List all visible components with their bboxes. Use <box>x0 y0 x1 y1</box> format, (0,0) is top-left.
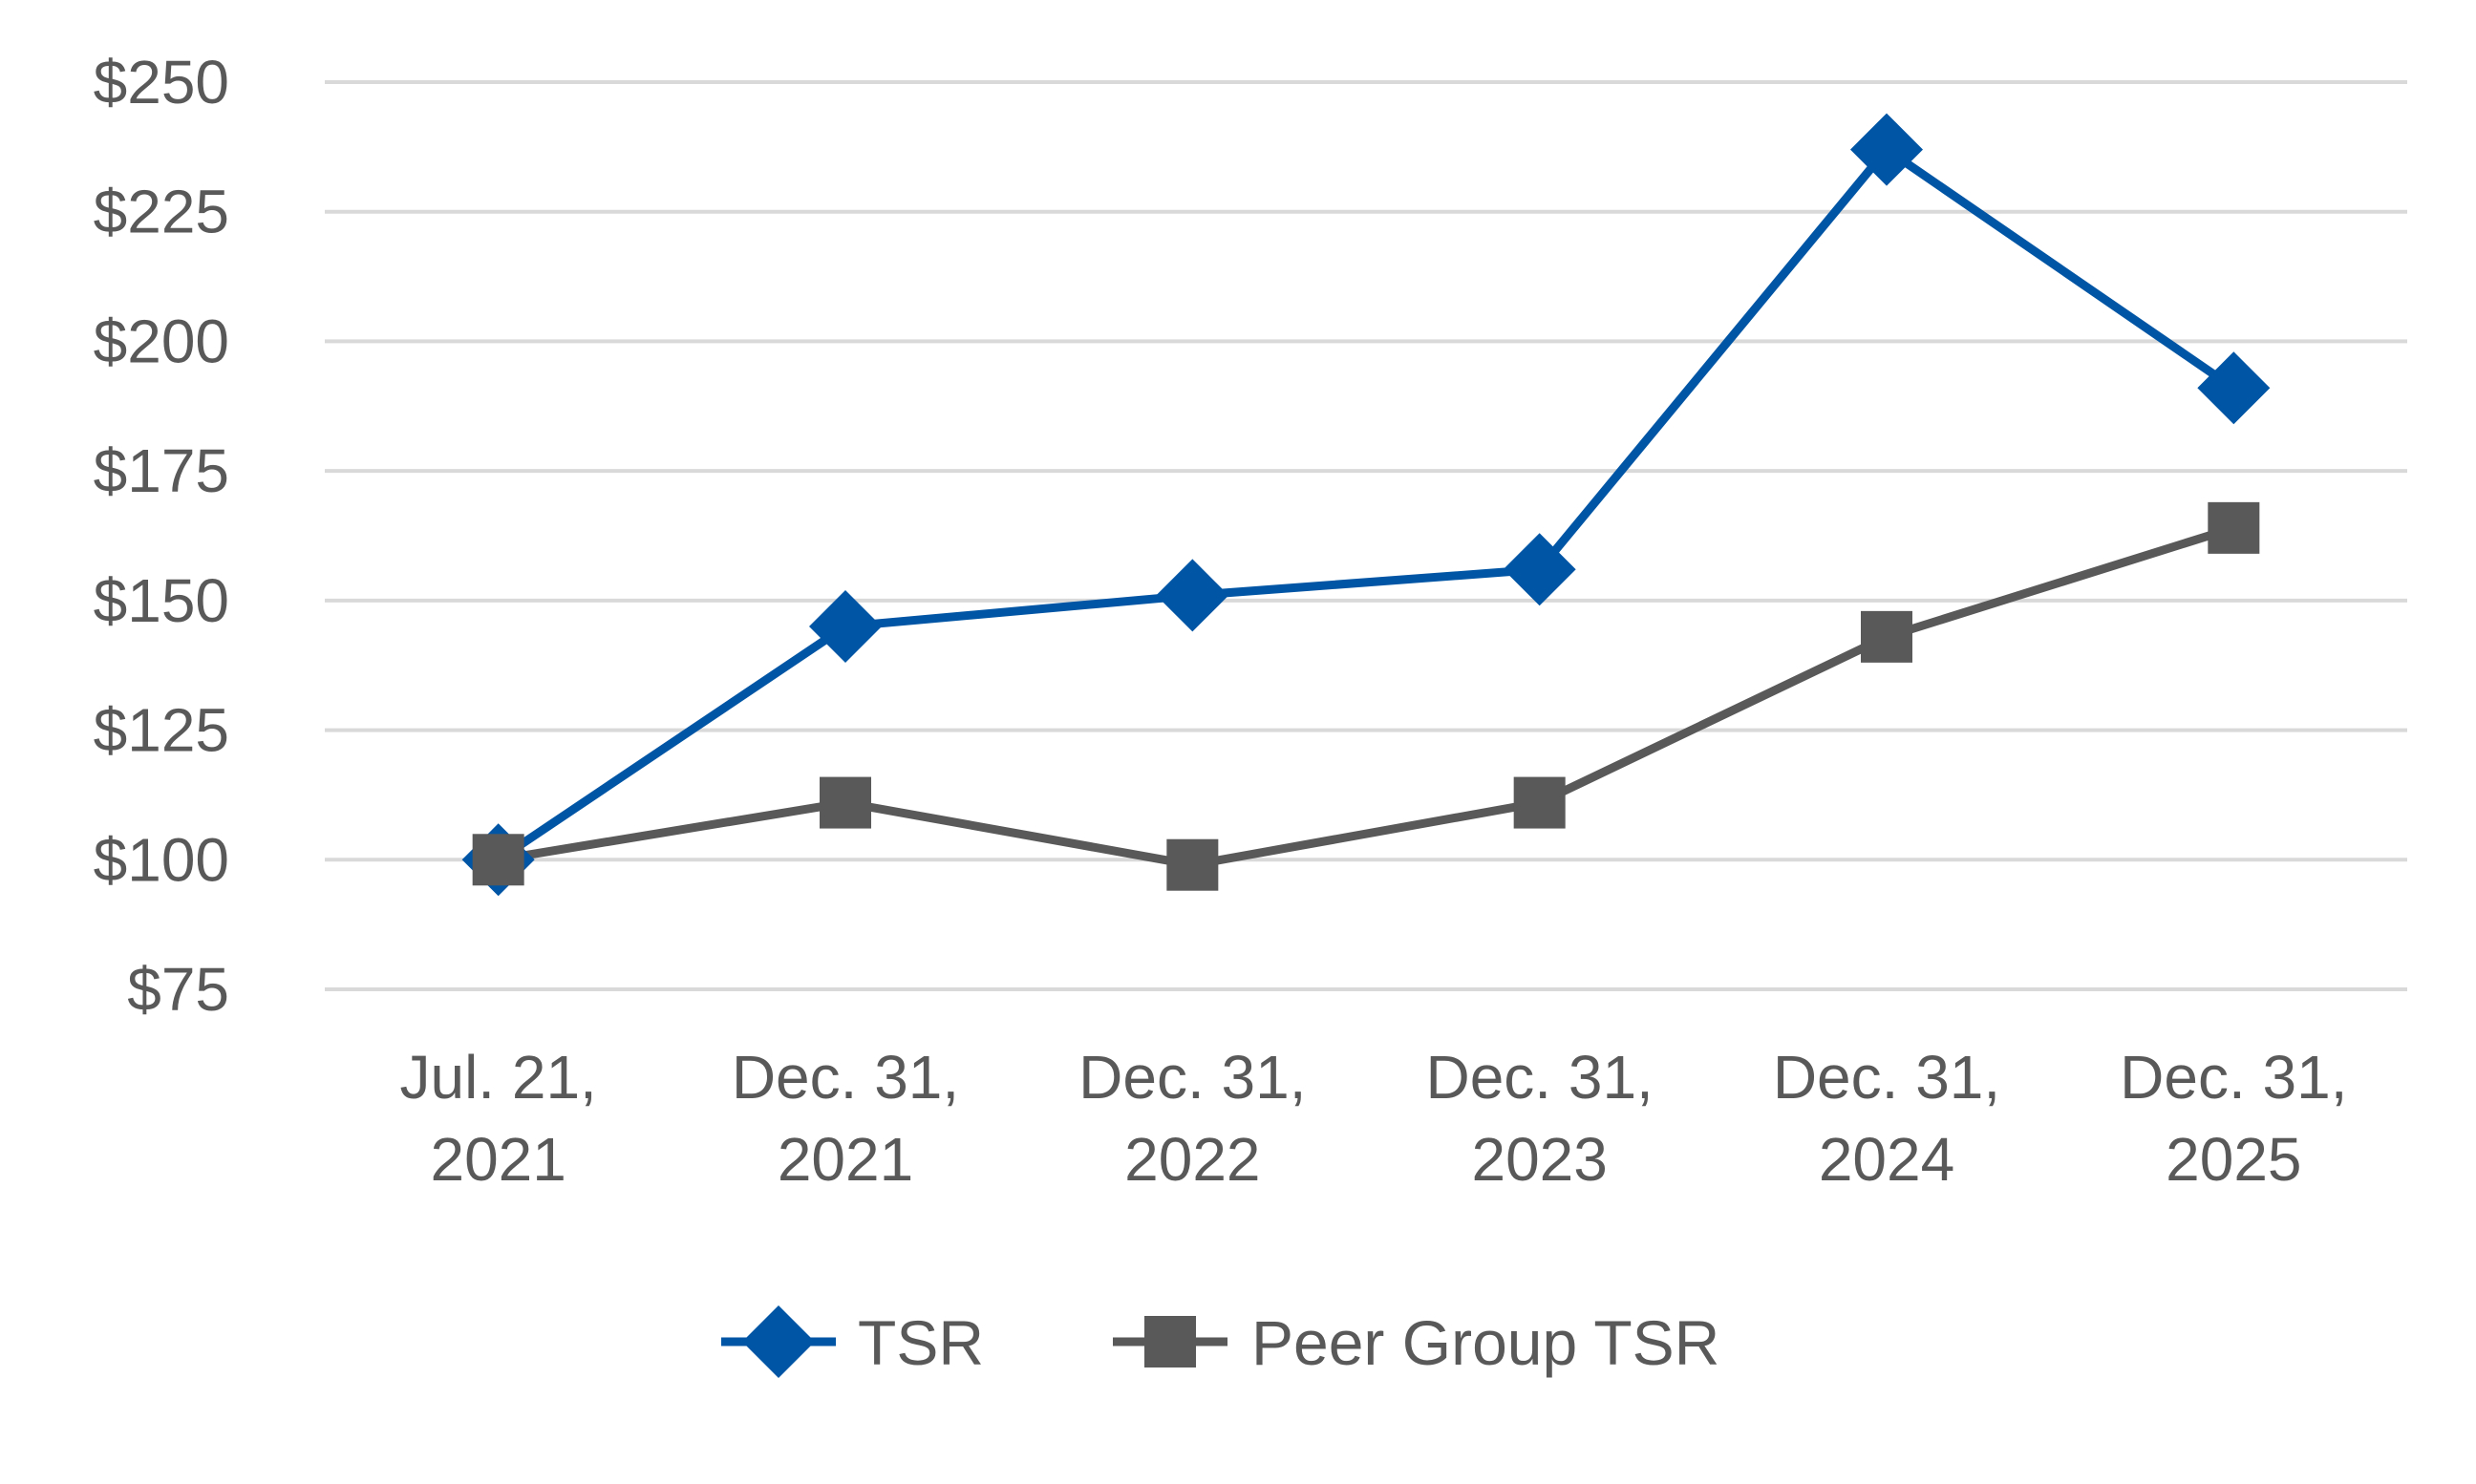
x-tick-label: Dec. 31, <box>1078 1043 1306 1112</box>
legend: TSR Peer Group TSR <box>721 1305 1719 1378</box>
tsr-point <box>1156 559 1229 632</box>
x-tick-label: Jul. 21, <box>399 1043 596 1112</box>
x-tick-label: 2021 <box>430 1125 566 1194</box>
legend-label: Peer Group TSR <box>1251 1307 1719 1378</box>
peer-group-tsr-point <box>472 834 524 886</box>
peer-group-tsr-point <box>820 776 871 829</box>
x-tick-label: 2021 <box>778 1125 913 1194</box>
x-tick-label: Dec. 31, <box>1773 1043 2000 1112</box>
legend-label: TSR <box>858 1307 984 1378</box>
x-tick-label: Dec. 31, <box>732 1043 959 1112</box>
x-tick-label: 2023 <box>1471 1125 1607 1194</box>
peer-group-tsr-point <box>1166 838 1219 891</box>
tsr-point <box>1503 533 1576 606</box>
series-markers <box>461 113 2271 897</box>
y-tick-label: $200 <box>94 307 229 375</box>
tsr-point <box>1850 113 1923 186</box>
x-tick-label: Dec. 31, <box>1425 1043 1653 1112</box>
y-tick-label: $150 <box>94 566 229 635</box>
y-tick-label: $250 <box>94 48 229 117</box>
peer-group-tsr-point <box>2208 501 2260 554</box>
x-tick-label: 2024 <box>1819 1125 1954 1194</box>
legend-item-tsr: TSR <box>721 1305 984 1378</box>
series-lines <box>496 145 2236 870</box>
legend-item-peer-group-tsr: Peer Group TSR <box>1113 1307 1719 1378</box>
y-tick-label: $175 <box>94 436 229 505</box>
x-tick-label: 2025 <box>2166 1125 2301 1194</box>
y-tick-label: $75 <box>127 955 229 1024</box>
legend-marker <box>742 1305 815 1378</box>
y-tick-label: $100 <box>94 825 229 894</box>
peer-group-tsr-point <box>1513 776 1566 829</box>
tsr-point <box>2197 351 2271 425</box>
y-axis-tick-labels: $75 $100 $125 $150 $175 $200 $225 $250 <box>94 48 229 1024</box>
peer-group-tsr-point <box>1861 610 1912 663</box>
x-tick-label: Dec. 31, <box>2120 1043 2347 1112</box>
y-tick-label: $125 <box>94 696 229 765</box>
y-tick-label: $225 <box>94 178 229 246</box>
x-axis-tick-labels: Jul. 21, 2021 Dec. 31, 2021 Dec. 31, 2022 Dec.… <box>399 1043 2347 1194</box>
x-tick-label: 2022 <box>1124 1125 1260 1194</box>
legend-marker <box>1144 1316 1196 1367</box>
tsr-point <box>809 590 882 663</box>
series-line-peer-group-tsr <box>497 523 2235 870</box>
series-line-tsr <box>496 145 2236 864</box>
gridlines <box>325 80 2407 991</box>
